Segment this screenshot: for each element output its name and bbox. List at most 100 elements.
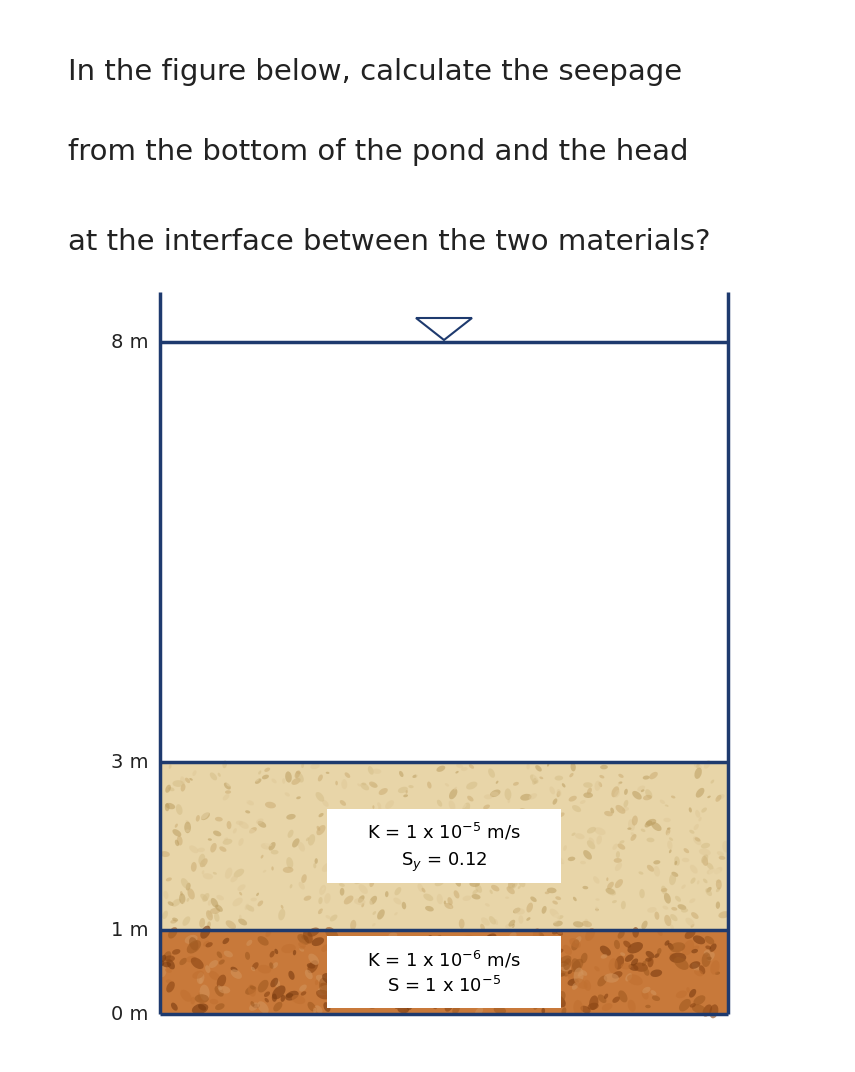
Ellipse shape xyxy=(166,980,172,983)
Ellipse shape xyxy=(159,966,167,978)
Ellipse shape xyxy=(338,869,341,876)
Ellipse shape xyxy=(199,984,209,1001)
Ellipse shape xyxy=(535,765,542,772)
Ellipse shape xyxy=(281,944,296,953)
Ellipse shape xyxy=(467,862,473,866)
Ellipse shape xyxy=(461,768,468,771)
Ellipse shape xyxy=(295,771,300,778)
Ellipse shape xyxy=(300,902,306,908)
Ellipse shape xyxy=(261,843,272,849)
Ellipse shape xyxy=(222,838,233,845)
Ellipse shape xyxy=(218,986,230,994)
Ellipse shape xyxy=(164,955,175,962)
Ellipse shape xyxy=(328,973,339,988)
Ellipse shape xyxy=(417,768,424,772)
Ellipse shape xyxy=(489,917,496,924)
Ellipse shape xyxy=(492,1001,498,1006)
Ellipse shape xyxy=(689,988,696,998)
Ellipse shape xyxy=(386,980,393,992)
Ellipse shape xyxy=(555,896,561,900)
Ellipse shape xyxy=(233,868,245,877)
Ellipse shape xyxy=(394,912,398,915)
Ellipse shape xyxy=(702,908,711,913)
Ellipse shape xyxy=(392,878,394,882)
Text: 1 m: 1 m xyxy=(110,921,148,939)
Ellipse shape xyxy=(527,903,533,912)
Ellipse shape xyxy=(299,984,307,992)
Ellipse shape xyxy=(186,956,197,963)
Ellipse shape xyxy=(434,880,444,887)
Ellipse shape xyxy=(607,881,614,889)
Ellipse shape xyxy=(643,775,650,779)
Ellipse shape xyxy=(671,795,675,799)
Ellipse shape xyxy=(574,1000,583,1015)
Ellipse shape xyxy=(205,965,210,973)
Ellipse shape xyxy=(686,918,694,926)
Ellipse shape xyxy=(317,985,332,996)
Ellipse shape xyxy=(616,851,620,859)
Ellipse shape xyxy=(447,897,452,905)
Ellipse shape xyxy=(342,832,352,838)
Ellipse shape xyxy=(321,910,326,913)
Ellipse shape xyxy=(486,935,497,948)
Ellipse shape xyxy=(397,936,407,949)
Ellipse shape xyxy=(704,784,715,790)
Ellipse shape xyxy=(464,887,472,892)
Ellipse shape xyxy=(437,935,441,939)
Ellipse shape xyxy=(699,965,705,974)
Ellipse shape xyxy=(551,913,560,923)
Ellipse shape xyxy=(694,969,703,977)
Ellipse shape xyxy=(389,991,395,997)
Ellipse shape xyxy=(600,946,611,956)
Ellipse shape xyxy=(224,837,228,840)
Ellipse shape xyxy=(551,846,558,855)
Ellipse shape xyxy=(513,874,524,880)
Ellipse shape xyxy=(632,791,642,800)
Ellipse shape xyxy=(165,803,175,809)
Ellipse shape xyxy=(628,828,632,830)
Ellipse shape xyxy=(705,936,714,944)
Ellipse shape xyxy=(472,813,477,820)
Ellipse shape xyxy=(539,994,549,1008)
Ellipse shape xyxy=(176,804,183,815)
Ellipse shape xyxy=(631,958,638,966)
Ellipse shape xyxy=(203,941,209,947)
Ellipse shape xyxy=(172,949,180,955)
Ellipse shape xyxy=(299,947,305,950)
Ellipse shape xyxy=(612,971,622,979)
Ellipse shape xyxy=(682,940,694,955)
Ellipse shape xyxy=(356,936,369,950)
Ellipse shape xyxy=(618,774,623,778)
Ellipse shape xyxy=(367,821,375,830)
Ellipse shape xyxy=(513,781,519,786)
Ellipse shape xyxy=(509,964,520,980)
Ellipse shape xyxy=(449,852,460,860)
Ellipse shape xyxy=(181,902,188,912)
Ellipse shape xyxy=(227,821,232,830)
Ellipse shape xyxy=(368,766,374,775)
Ellipse shape xyxy=(593,876,599,883)
Ellipse shape xyxy=(343,831,348,838)
Ellipse shape xyxy=(162,962,171,967)
Ellipse shape xyxy=(346,954,353,964)
Ellipse shape xyxy=(683,848,689,853)
Ellipse shape xyxy=(271,866,274,870)
Ellipse shape xyxy=(587,1002,598,1010)
Ellipse shape xyxy=(310,763,320,769)
Text: from the bottom of the pond and the head: from the bottom of the pond and the head xyxy=(68,138,688,166)
Ellipse shape xyxy=(319,813,324,817)
Ellipse shape xyxy=(233,897,243,906)
Ellipse shape xyxy=(584,919,588,926)
Ellipse shape xyxy=(568,857,575,861)
Ellipse shape xyxy=(617,930,625,939)
Bar xyxy=(160,342,728,762)
Ellipse shape xyxy=(231,969,242,979)
Ellipse shape xyxy=(269,963,274,969)
Ellipse shape xyxy=(290,884,292,889)
Ellipse shape xyxy=(306,837,310,842)
Ellipse shape xyxy=(525,944,531,954)
Ellipse shape xyxy=(539,933,545,938)
Ellipse shape xyxy=(669,849,672,853)
Ellipse shape xyxy=(226,817,233,821)
Ellipse shape xyxy=(465,938,473,946)
